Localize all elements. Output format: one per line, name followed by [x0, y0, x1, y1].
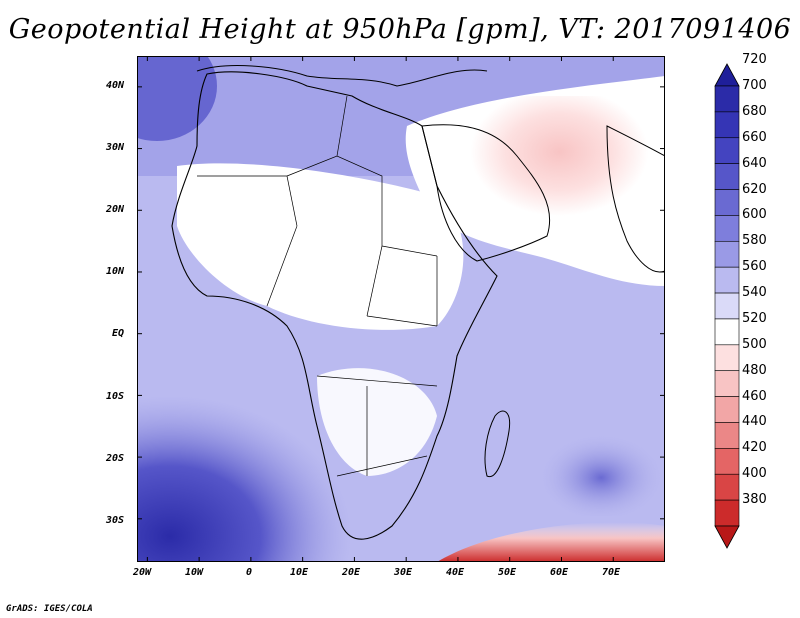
lon-label-60e: 60E [550, 567, 569, 578]
colorbar-bin [714, 473, 740, 501]
lat-label-eq: EQ [112, 328, 125, 339]
colorbar-level-label: 400 [742, 466, 767, 482]
colorbar-bin [714, 240, 740, 268]
colorbar-bottom-arrow [714, 525, 740, 549]
colorbar-bin [714, 344, 740, 372]
colorbar-bin [714, 318, 740, 346]
lon-label-50e: 50E [498, 567, 517, 578]
lon-label-10w: 10W [185, 567, 204, 578]
colorbar-top-arrow [714, 63, 740, 87]
lat-label-40n: 40N [106, 80, 125, 91]
colorbar-bin [714, 189, 740, 216]
lon-label-20e: 20E [342, 567, 361, 578]
field-southern-trough [437, 522, 665, 562]
field-southeast-high [437, 356, 665, 516]
colorbar-bin [714, 499, 740, 527]
field-northwest-low [137, 56, 217, 141]
lat-label-20n: 20N [106, 204, 125, 215]
colorbar-level-label: 420 [742, 440, 767, 456]
colorbar-bin [714, 111, 740, 139]
lon-label-30e: 30E [394, 567, 413, 578]
colorbar-level-label: 640 [742, 155, 767, 171]
colorbar-level-label: 580 [742, 233, 767, 249]
lon-label-20w: 20W [133, 567, 152, 578]
colorbar-level-label: 560 [742, 259, 767, 275]
colorbar-level-label: 680 [742, 103, 767, 119]
plot-border [137, 56, 665, 562]
axis-ticks [137, 56, 665, 562]
lon-label-40e: 40E [446, 567, 465, 578]
colorbar-level-label: 700 [742, 78, 767, 93]
india-coastline [606, 125, 665, 273]
colorbar-level-label: 520 [742, 310, 767, 326]
colorbar-level-label: 600 [742, 207, 767, 223]
lat-label-10s: 10S [106, 391, 125, 402]
colorbar-bin [714, 370, 740, 397]
lon-label-0: 0 [246, 567, 253, 578]
map-panel [137, 56, 665, 562]
arabia-coastline [421, 124, 551, 262]
colorbar-bin [714, 163, 740, 190]
country-borders [197, 95, 438, 477]
madagascar-coastline [484, 410, 511, 478]
colorbar-level-label: 480 [742, 362, 767, 378]
lon-label-10e: 10E [290, 567, 309, 578]
colorbar-level-label: 380 [742, 492, 767, 508]
colorbar-bin [714, 292, 740, 320]
europe-coastline [196, 65, 488, 87]
field-arabia-pink [387, 96, 665, 296]
colorbar-level-label: 720 [742, 52, 767, 68]
colorbar-bin [714, 396, 740, 423]
colorbar [714, 63, 740, 549]
lat-label-30s: 30S [106, 515, 125, 526]
colorbar-level-label: 460 [742, 388, 767, 404]
colorbar-bin [714, 422, 740, 449]
colorbar-level-label: 440 [742, 414, 767, 430]
colorbar-bin [714, 266, 740, 294]
lon-label-70e: 70E [602, 567, 621, 578]
lat-label-10n: 10N [106, 266, 125, 277]
colorbar-bin [714, 448, 740, 475]
lat-label-30n: 30N [106, 142, 125, 153]
colorbar-level-label: 620 [742, 181, 767, 197]
grads-credit: GrADS: IGES/COLA [6, 604, 93, 614]
lat-label-20s: 20S [106, 453, 125, 464]
colorbar-bin [714, 85, 740, 113]
colorbar-bin [714, 137, 740, 164]
colorbar-bin [714, 215, 740, 242]
field-southwest-high [137, 306, 467, 562]
colorbar-level-label: 500 [742, 336, 767, 352]
colorbar-level-label: 660 [742, 129, 767, 145]
colorbar-level-label: 540 [742, 285, 767, 301]
map-title: Geopotential Height at 950hPa [gpm], VT:… [8, 14, 792, 45]
